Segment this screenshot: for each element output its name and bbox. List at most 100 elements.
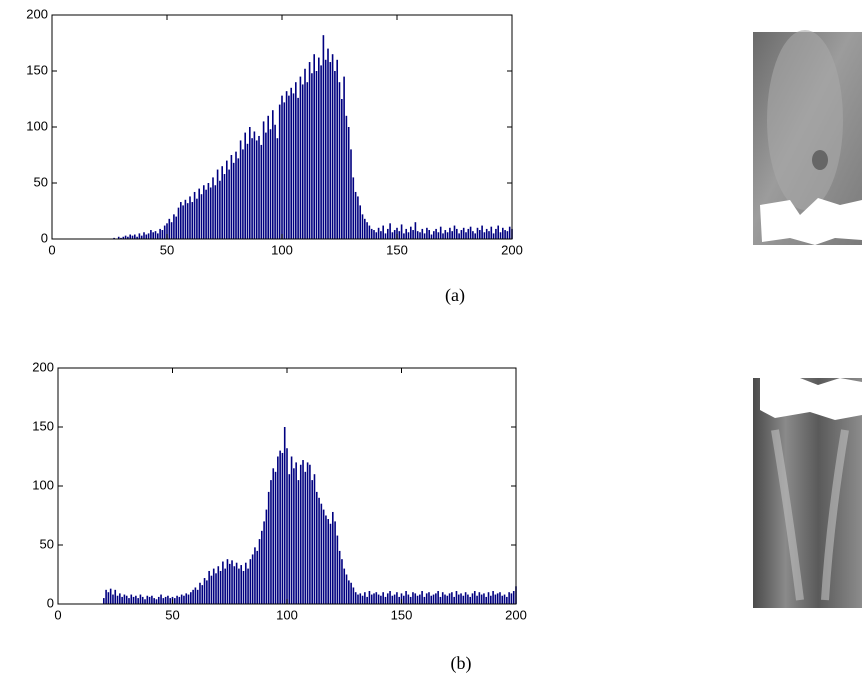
bar — [370, 228, 373, 239]
bar — [290, 87, 293, 239]
bar — [232, 162, 235, 239]
bar — [455, 228, 458, 239]
bar — [242, 570, 245, 604]
bar — [173, 598, 176, 604]
bar — [472, 231, 474, 239]
bar — [398, 596, 401, 604]
bar — [279, 450, 281, 604]
bar — [398, 231, 401, 239]
bar — [306, 82, 309, 239]
bar — [247, 568, 249, 604]
bar — [251, 138, 253, 239]
bar — [416, 595, 419, 604]
bar — [269, 129, 272, 239]
bar — [203, 578, 206, 604]
bar — [102, 598, 105, 604]
bar — [504, 230, 506, 239]
bar — [121, 596, 123, 604]
bar — [170, 222, 173, 239]
bar — [458, 233, 460, 239]
bar — [258, 135, 260, 239]
bar — [272, 468, 275, 604]
bar — [460, 593, 462, 604]
bar — [499, 592, 501, 604]
bar — [432, 594, 435, 604]
bar — [299, 464, 302, 604]
bar — [208, 570, 210, 604]
bar — [219, 570, 222, 604]
bar — [361, 595, 364, 604]
bar — [430, 234, 433, 239]
bar — [292, 93, 295, 240]
bar — [488, 231, 490, 239]
bar — [294, 82, 297, 239]
bar — [354, 592, 357, 604]
bar — [286, 448, 288, 604]
bar — [492, 591, 494, 604]
bar — [239, 140, 242, 239]
bar — [263, 521, 265, 604]
bar — [160, 594, 162, 604]
bar — [274, 471, 277, 604]
bar — [157, 596, 160, 604]
bar — [281, 452, 284, 604]
bar — [261, 530, 263, 604]
bar — [156, 233, 159, 239]
bar — [363, 218, 366, 239]
bar — [151, 595, 153, 604]
y-tick-label: 100 — [26, 118, 48, 133]
x-tick-label: 0 — [48, 242, 55, 257]
bar — [503, 594, 506, 604]
bar — [325, 515, 327, 604]
bar — [432, 231, 435, 239]
bar — [210, 575, 213, 604]
bar — [288, 95, 290, 239]
x-tick-label: 150 — [391, 607, 413, 622]
bar — [183, 595, 185, 604]
caption: (b) — [451, 653, 472, 674]
bar — [145, 234, 148, 239]
bar — [435, 228, 437, 239]
bar — [345, 574, 348, 604]
bar — [217, 566, 220, 604]
bar — [207, 183, 210, 239]
bar — [191, 202, 194, 239]
bar — [350, 582, 352, 604]
bar — [496, 593, 499, 604]
bar — [350, 149, 352, 239]
x-tick-label: 100 — [276, 607, 298, 622]
bar — [285, 91, 288, 239]
bar — [132, 596, 135, 604]
bar — [223, 174, 226, 239]
bar — [128, 598, 130, 604]
bar — [226, 559, 229, 604]
x-tick-label: 50 — [160, 242, 174, 257]
bar — [162, 598, 165, 604]
bar — [366, 222, 368, 239]
bar — [338, 82, 341, 239]
bar — [308, 62, 311, 239]
bar — [161, 230, 164, 239]
bar — [483, 593, 485, 604]
bar — [295, 462, 297, 604]
x-tick-label: 200 — [505, 607, 527, 622]
bar — [425, 593, 428, 604]
bar — [377, 594, 380, 604]
bar — [270, 480, 272, 604]
bar — [173, 214, 175, 239]
bar — [306, 462, 309, 604]
bar — [382, 225, 385, 239]
bar — [176, 595, 178, 604]
bar — [439, 226, 442, 239]
bar — [393, 594, 396, 604]
bar — [302, 460, 304, 604]
bar — [304, 68, 306, 239]
bar — [490, 226, 493, 239]
bar — [327, 48, 329, 239]
bar — [189, 196, 191, 239]
bar — [481, 225, 483, 239]
bar — [465, 232, 467, 239]
bar — [177, 207, 180, 239]
bar — [419, 594, 421, 604]
bar — [448, 593, 451, 604]
